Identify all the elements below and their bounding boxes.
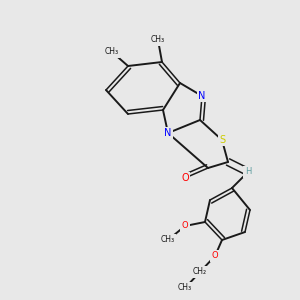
Text: N: N	[198, 91, 206, 101]
Text: CH₃: CH₃	[161, 236, 175, 244]
Text: CH₃: CH₃	[178, 284, 192, 292]
Text: S: S	[219, 135, 225, 145]
Text: CH₂: CH₂	[193, 268, 207, 277]
Text: O: O	[182, 221, 188, 230]
Text: O: O	[181, 173, 189, 183]
Text: H: H	[245, 167, 251, 176]
Text: CH₃: CH₃	[151, 35, 165, 44]
Text: O: O	[212, 251, 218, 260]
Text: CH₃: CH₃	[105, 47, 119, 56]
Text: N: N	[164, 128, 172, 138]
